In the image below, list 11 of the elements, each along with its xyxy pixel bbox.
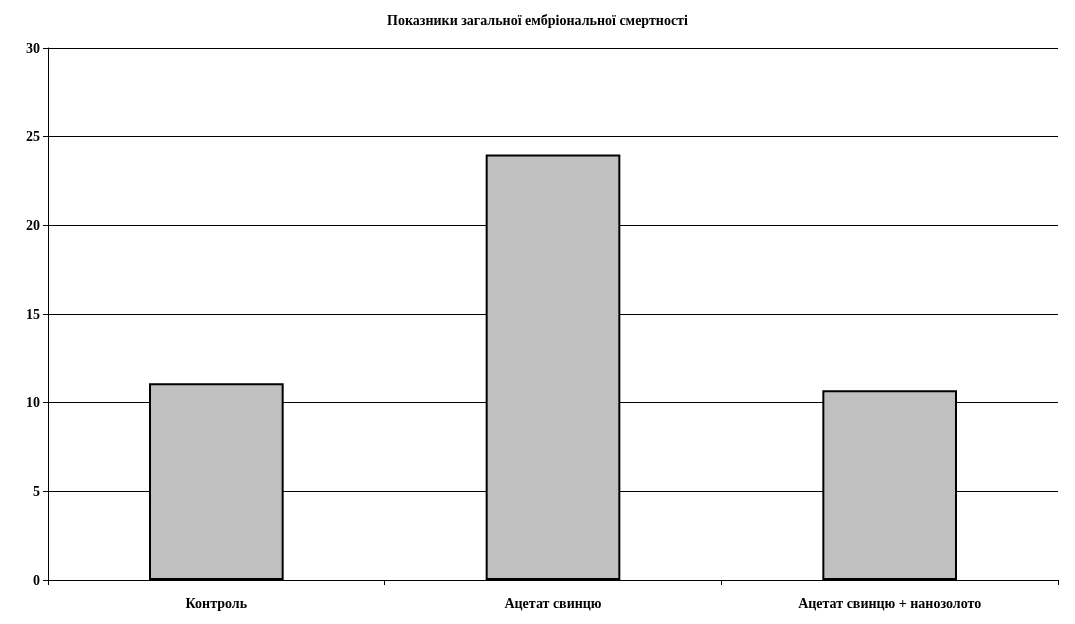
y-tick-label: 10 bbox=[26, 395, 40, 411]
chart-title: Показники загальної ембріональної смертності bbox=[387, 12, 688, 28]
y-tick-label: 30 bbox=[26, 40, 40, 56]
y-tick-label: 15 bbox=[26, 306, 40, 322]
x-tick-label: Контроль bbox=[185, 595, 248, 611]
y-tick-label: 5 bbox=[33, 483, 40, 499]
y-tick-label: 25 bbox=[26, 129, 40, 145]
y-tick-label: 0 bbox=[33, 572, 40, 588]
x-tick-label: Ацетат свинцю bbox=[504, 595, 602, 611]
x-tick-label: Ацетат свинцю + нанозолото bbox=[798, 595, 982, 611]
y-tick-label: 20 bbox=[26, 217, 40, 233]
